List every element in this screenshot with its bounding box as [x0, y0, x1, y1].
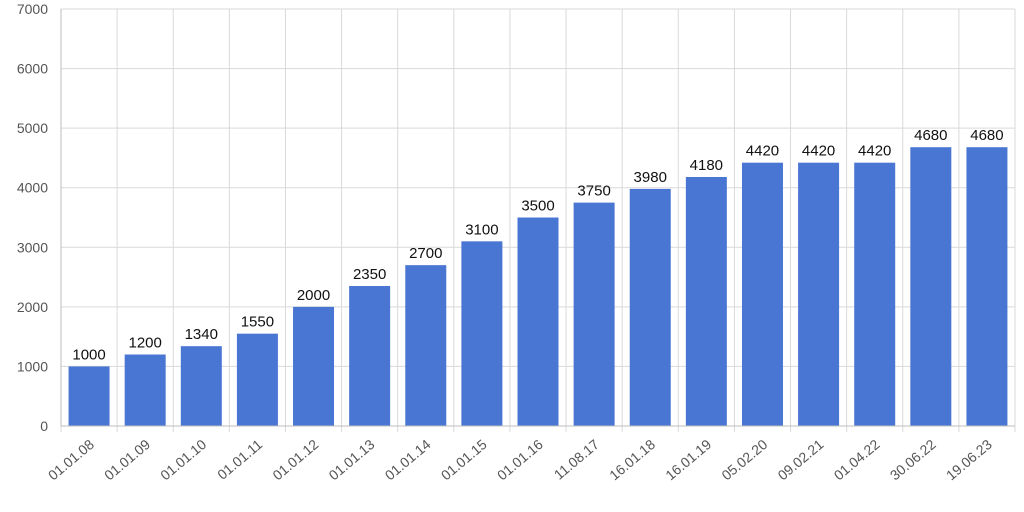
bar-value-label: 2350: [353, 266, 386, 283]
bar-value-label: 1550: [241, 314, 274, 331]
y-tick-label: 2000: [17, 299, 48, 315]
y-tick-label: 5000: [17, 120, 48, 136]
bar: [293, 306, 335, 426]
bar-value-label: 3750: [577, 183, 610, 200]
bar-value-label: 1000: [72, 346, 105, 363]
y-tick-label: 7000: [17, 1, 48, 17]
bar-value-label: 3980: [634, 169, 667, 186]
bar: [124, 354, 166, 426]
bar: [910, 147, 952, 426]
x-tick-label: 30.06.22: [887, 436, 939, 483]
bar: [405, 265, 447, 426]
bar: [966, 147, 1008, 426]
grid-layer: [60, 8, 1016, 432]
x-tick-label: 01.01.09: [101, 436, 153, 483]
x-tick-label: 19.06.23: [943, 436, 995, 483]
bar: [685, 176, 727, 426]
bar: [798, 162, 840, 427]
bars-layer: [68, 147, 1008, 427]
x-tick-label: 01.01.08: [45, 436, 97, 483]
x-tick-label: 01.01.13: [326, 436, 378, 483]
x-tick-label: 01.01.14: [382, 436, 434, 483]
bar: [854, 162, 896, 427]
bar-value-label: 2700: [409, 245, 442, 262]
bar-value-label: 1200: [128, 335, 161, 352]
x-tick-label: 01.04.22: [831, 436, 883, 483]
x-tick-label: 16.01.18: [606, 436, 658, 483]
bar: [180, 346, 222, 426]
x-tick-label: 01.01.16: [494, 436, 546, 483]
bar: [236, 333, 278, 426]
bar: [517, 217, 559, 426]
bar: [68, 366, 110, 426]
bar-value-label: 3100: [465, 221, 498, 238]
bar-value-label: 4420: [746, 143, 779, 160]
y-tick-label: 0: [40, 418, 48, 434]
bar: [741, 162, 783, 427]
bar-value-label: 2000: [297, 287, 330, 304]
bar-value-label: 3500: [521, 198, 554, 215]
x-tick-label: 05.02.20: [718, 436, 770, 483]
bar-value-label: 4180: [690, 157, 723, 174]
bar-value-label: 4680: [970, 127, 1003, 144]
x-tick-label: 16.01.19: [662, 436, 714, 483]
x-tick-label: 11.08.17: [551, 436, 602, 483]
bar: [461, 241, 503, 426]
x-tick-label: 09.02.21: [774, 436, 826, 483]
x-tick-label: 01.01.15: [438, 436, 490, 483]
bar: [573, 202, 615, 426]
y-tick-label: 1000: [17, 358, 48, 374]
y-tick-label: 3000: [17, 239, 48, 255]
bar-value-label: 4420: [802, 143, 835, 160]
x-tick-label: 01.01.11: [214, 436, 265, 483]
x-tick-label: 01.01.12: [269, 436, 321, 483]
bar: [629, 188, 671, 426]
bar-value-label: 1340: [185, 326, 218, 343]
bar-value-label: 4680: [914, 127, 947, 144]
y-tick-label: 4000: [17, 180, 48, 196]
y-tick-label: 6000: [17, 61, 48, 77]
x-tick-label: 01.01.10: [157, 436, 209, 483]
axis-layer: [60, 9, 1015, 427]
bar: [349, 286, 391, 426]
bar-value-label: 4420: [858, 143, 891, 160]
